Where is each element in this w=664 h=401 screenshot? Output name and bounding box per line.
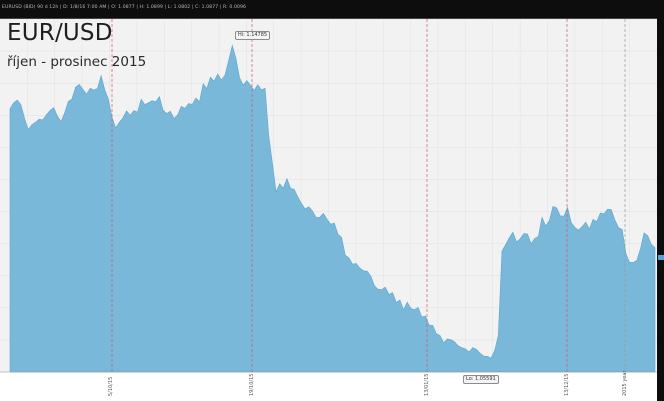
high-price-label: Hi: 1.14785 bbox=[235, 31, 271, 40]
x-tick-label: 13/01/15 bbox=[424, 373, 430, 396]
x-tick-label: 5/10/15 bbox=[108, 376, 114, 396]
price-area bbox=[9, 44, 656, 373]
chart-subtitle: říjen - prosinec 2015 bbox=[7, 54, 147, 70]
chart-title: EUR/USD bbox=[7, 20, 113, 46]
ohlc-info-text: EURUSD (BID) 90 d 12h | D: 1/8/16 7:00 A… bbox=[2, 5, 247, 10]
x-tick-label: 13/12/15 bbox=[564, 373, 570, 396]
price-scale-strip bbox=[657, 0, 664, 401]
date-separator-lines bbox=[111, 19, 626, 372]
low-price-label: Lo: 1.05591 bbox=[463, 375, 499, 384]
current-price-marker bbox=[658, 255, 664, 260]
chart-info-bar: EURUSD (BID) 90 d 12h | D: 1/8/16 7:00 A… bbox=[0, 0, 657, 19]
x-tick-label: 19/10/15 bbox=[249, 373, 255, 396]
x-tick-label: 2015 year bbox=[622, 370, 628, 396]
